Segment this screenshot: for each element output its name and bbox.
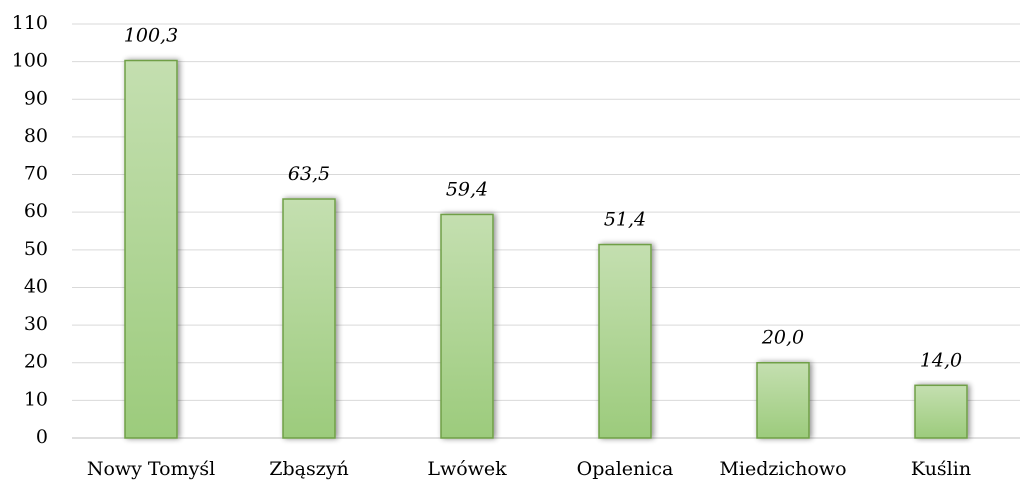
y-tick-label: 80: [24, 125, 48, 147]
bar: [598, 243, 652, 439]
y-tick-label: 50: [24, 238, 48, 260]
x-tick-label: Kuślin: [911, 458, 971, 480]
x-tick-label: Zbąszyń: [269, 458, 348, 480]
y-tick-label: 0: [36, 426, 48, 448]
bar: [282, 198, 336, 439]
value-label: 14,0: [920, 349, 962, 371]
bar: [756, 361, 810, 439]
value-label: 100,3: [124, 25, 178, 47]
y-tick-label: 100: [12, 50, 48, 72]
y-tick-label: 110: [12, 12, 48, 34]
y-tick-label: 70: [24, 163, 48, 185]
value-label: 63,5: [288, 163, 330, 185]
y-tick-label: 60: [24, 200, 48, 222]
value-label: 59,4: [446, 178, 488, 200]
x-tick-label: Nowy Tomyśl: [87, 458, 215, 480]
x-tick-label: Lwówek: [427, 458, 507, 480]
y-tick-label: 10: [24, 388, 48, 410]
bar: [440, 213, 494, 439]
x-tick-label: Opalenica: [577, 458, 674, 480]
bar: [914, 384, 968, 439]
y-tick-label: 90: [24, 87, 48, 109]
x-tick-label: Miedzichowo: [719, 458, 846, 480]
bar: [124, 59, 178, 439]
y-tick-label: 30: [24, 313, 48, 335]
y-tick-label: 40: [24, 275, 48, 297]
value-label: 51,4: [604, 209, 646, 231]
value-label: 20,0: [761, 327, 804, 349]
y-tick-label: 20: [24, 351, 48, 373]
